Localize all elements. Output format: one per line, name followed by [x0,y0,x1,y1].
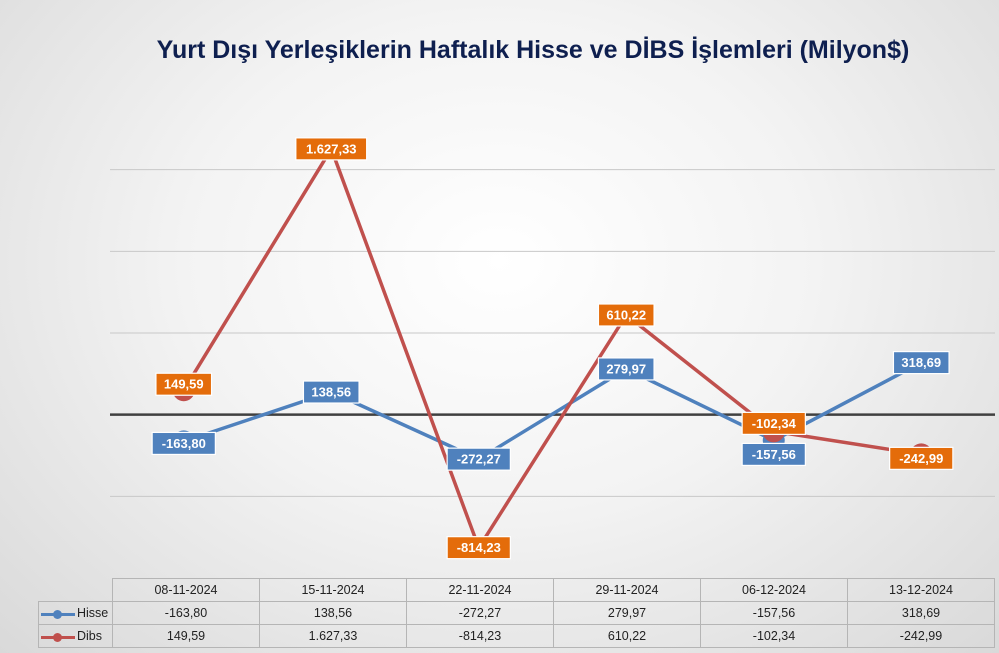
data-label-box [155,372,213,396]
data-label-text: 1.627,33 [306,141,357,156]
table-cell-hisse: -157,56 [700,601,848,625]
data-label-text: -814,23 [457,540,501,555]
data-label-text: 138,56 [311,385,351,400]
category-label: 29-11-2024 [553,578,701,602]
legend-key-dibs [41,632,75,642]
series-line-dibs [182,147,922,550]
table-cell-dibs: -814,23 [406,624,554,648]
table-cell-dibs: 149,59 [112,624,260,648]
category-label: 08-11-2024 [112,578,260,602]
data-label-hisse: 138,56 [302,380,360,404]
data-label-text: -163,80 [162,436,206,451]
category-label: 06-12-2024 [700,578,848,602]
category-label: 13-12-2024 [847,578,995,602]
data-label-dibs: 149,59 [155,372,213,396]
data-label-box [889,446,954,470]
table-cell-hisse: -163,80 [112,601,260,625]
data-label-hisse: -272,27 [446,447,511,471]
table-cell-dibs: -102,34 [700,624,848,648]
data-label-dibs: 610,22 [597,303,655,327]
table-cell-hisse: 318,69 [847,601,995,625]
data-label-box [151,431,216,456]
table-cell-hisse: 279,97 [553,601,701,625]
data-label-box [741,442,806,467]
table-cell-hisse: 138,56 [259,601,407,625]
data-label-text: 279,97 [606,361,646,376]
data-label-text: 610,22 [606,307,646,322]
legend-label-dibs: Dibs [77,629,103,643]
data-label-box [597,357,655,381]
legend-hisse: Hisse [38,601,113,625]
category-label: 22-11-2024 [406,578,554,602]
data-label-text: 149,59 [164,377,204,392]
data-table: 08-11-2024 15-11-2024 22-11-2024 29-11-2… [38,578,995,648]
data-label-dibs: -814,23 [446,536,511,560]
data-label-text: -157,56 [752,447,796,462]
table-cell-dibs: 610,22 [553,624,701,648]
data-label-dibs: 1.627,33 [295,137,368,161]
data-label-dibs: -242,99 [889,446,954,470]
data-label-box [302,380,360,404]
data-label-box [892,351,950,375]
data-label-box [597,303,655,327]
data-label-text: -272,27 [457,452,501,467]
legend-dibs: Dibs [38,624,113,648]
data-label-box [446,447,511,471]
legend-label-hisse: Hisse [77,606,109,620]
chart-title: Yurt Dışı Yerleşiklerin Haftalık Hisse v… [156,36,910,64]
category-label: 15-11-2024 [259,578,407,602]
data-table-corner [38,578,113,602]
data-label-hisse: 318,69 [892,351,950,375]
data-label-text: -102,34 [752,416,797,431]
data-label-box [446,536,511,560]
table-cell-dibs: -242,99 [847,624,995,648]
legend-key-hisse [41,609,75,619]
data-label-box [741,411,806,435]
data-label-box [295,137,368,161]
data-label-dibs: -102,34 [741,411,806,435]
data-label-text: -242,99 [899,451,943,466]
data-label-hisse: 279,97 [597,357,655,381]
table-cell-dibs: 1.627,33 [259,624,407,648]
table-cell-hisse: -272,27 [406,601,554,625]
series-line-hisse [183,361,923,461]
data-label-hisse: -157,56 [741,442,806,467]
data-label-text: 318,69 [901,355,941,370]
data-label-hisse: -163,80 [151,431,216,456]
